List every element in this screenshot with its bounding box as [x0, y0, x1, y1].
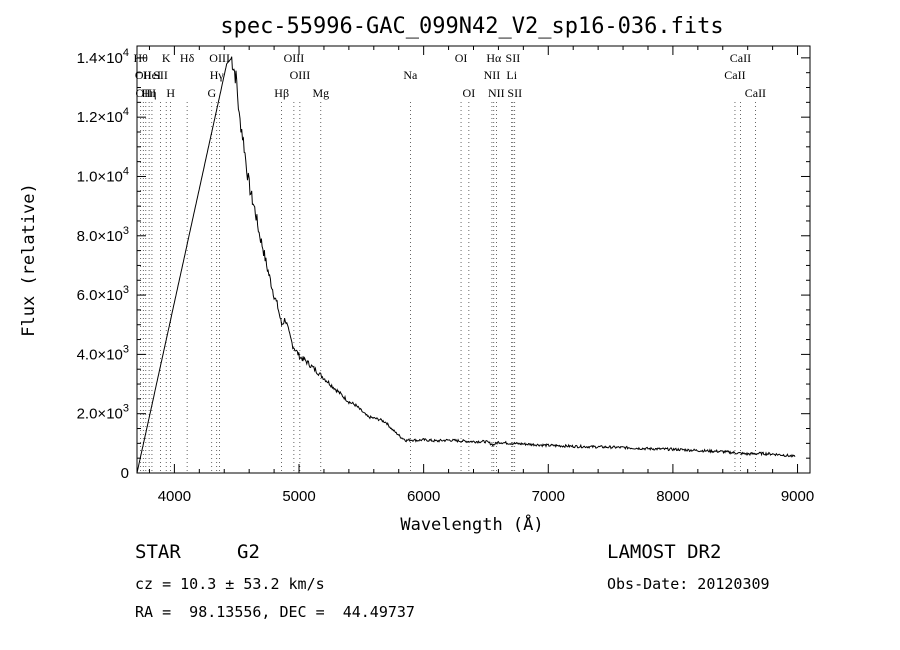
y-tick-label: 4.0×103 — [77, 343, 129, 363]
y-tick-label: 1.2×104 — [77, 106, 129, 126]
line-label: SII — [153, 68, 168, 82]
line-label: Hβ — [274, 86, 289, 100]
y-tick-label: 0 — [121, 465, 129, 482]
y-tick-exponent: 4 — [123, 47, 129, 59]
line-label: OIII — [136, 86, 157, 100]
line-label: NII — [484, 68, 501, 82]
x-tick-label: 6000 — [407, 488, 440, 505]
x-tick-label: 7000 — [532, 488, 565, 505]
y-tick-mantissa: 8.0×10 — [77, 228, 123, 245]
x-tick-label: 8000 — [656, 488, 689, 505]
line-label: G — [207, 86, 216, 100]
y-tick-exponent: 3 — [123, 284, 129, 296]
y-tick-exponent: 3 — [123, 343, 129, 355]
y-tick-mantissa: 1.2×10 — [77, 109, 123, 126]
spectrum-series — [136, 56, 796, 474]
y-tick-mantissa: 1.0×10 — [77, 168, 123, 185]
line-label: Na — [403, 68, 418, 82]
line-label: Hγ — [210, 68, 225, 82]
y-tick-mantissa: 2.0×10 — [77, 406, 123, 423]
line-label: CaII — [745, 86, 766, 100]
line-label: CaII — [724, 68, 745, 82]
line-label: K — [162, 51, 171, 65]
x-axis-label: Wavelength (Å) — [400, 513, 543, 535]
line-label: Hα — [486, 51, 502, 65]
y-tick-exponent: 4 — [123, 165, 129, 177]
redshift-value: cz = 10.3 ± 53.2 km/s — [135, 575, 325, 593]
chart-title: spec-55996-GAC_099N42_V2_sp16-036.fits — [220, 14, 723, 39]
line-label: CaII — [730, 51, 751, 65]
y-tick-mantissa: 4.0×10 — [77, 346, 123, 363]
line-label: OII — [135, 68, 152, 82]
x-tick-label: 4000 — [158, 488, 191, 505]
line-label: Hδ — [180, 51, 195, 65]
line-label: SII — [507, 86, 522, 100]
y-tick-mantissa: 6.0×10 — [77, 287, 123, 304]
survey-name: LAMOST DR2 — [607, 541, 722, 563]
y-tick-label: 2.0×103 — [77, 403, 129, 423]
line-label: Mg — [312, 86, 329, 100]
y-axis-label: Flux (relative) — [19, 183, 39, 337]
x-tick-label: 9000 — [781, 488, 814, 505]
spectral-line-markers: HθOIIOIIIHηHeISIIKHHδGHγOIIIHβOIIIOIIIMg… — [134, 51, 766, 473]
y-axis-ticks: 02.0×1034.0×1036.0×1038.0×1031.0×1041.2×… — [77, 47, 810, 482]
line-label: Li — [506, 68, 517, 82]
line-label: OIII — [284, 51, 305, 65]
line-label: OIII — [209, 51, 230, 65]
spectrum-line — [136, 56, 796, 474]
y-tick-exponent: 3 — [123, 225, 129, 237]
line-label: SII — [506, 51, 521, 65]
line-label: OIII — [290, 68, 311, 82]
x-axis-ticks: 4000 5000 6000 7000 8000 9000 — [148, 46, 814, 505]
plot-frame — [136, 45, 811, 474]
object-subclass: G2 — [237, 541, 260, 563]
y-tick-label: 6.0×103 — [77, 284, 129, 304]
y-tick-label: 8.0×103 — [77, 225, 129, 245]
line-label: Hη — [142, 86, 157, 100]
y-tick-label: 1.4×104 — [77, 47, 129, 67]
y-tick-mantissa: 1.4×10 — [77, 50, 123, 67]
coordinates: RA = 98.13556, DEC = 44.49737 — [135, 603, 415, 621]
line-label: H — [166, 86, 175, 100]
x-tick-label: 5000 — [282, 488, 315, 505]
line-label: NII — [488, 86, 505, 100]
line-label: OI — [455, 51, 468, 65]
y-tick-exponent: 3 — [123, 403, 129, 415]
line-label: OI — [463, 86, 476, 100]
y-tick-mantissa: 0 — [121, 465, 129, 482]
y-tick-label: 1.0×104 — [77, 165, 129, 185]
y-tick-exponent: 4 — [123, 106, 129, 118]
obs-date: Obs-Date: 20120309 — [607, 575, 770, 593]
line-label: HeI — [143, 68, 161, 82]
object-class: STAR — [135, 541, 181, 563]
